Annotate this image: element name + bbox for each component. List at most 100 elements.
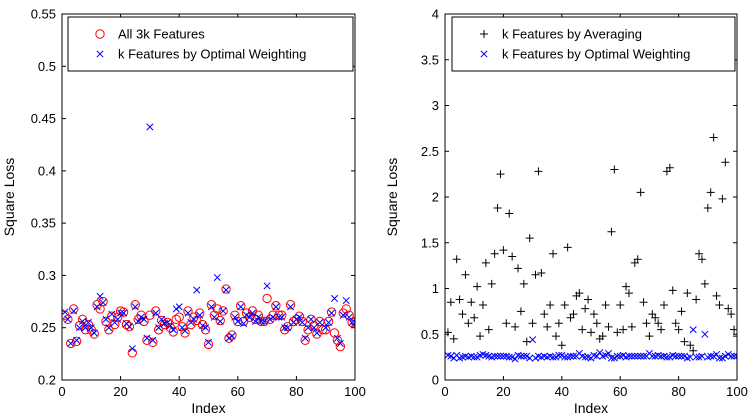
data-point: [89, 329, 99, 339]
data-point: [709, 133, 718, 142]
legend-marker: [480, 30, 488, 38]
data-point: [183, 306, 193, 316]
data-point: [598, 332, 607, 341]
data-point: [561, 353, 569, 361]
data-point: [546, 300, 555, 309]
data-point: [511, 355, 519, 363]
y-tick-label: 0: [432, 373, 439, 388]
data-point: [657, 325, 666, 334]
data-point: [622, 282, 631, 291]
data-point: [616, 300, 625, 309]
data-point: [272, 303, 280, 311]
y-tick-label: 0.45: [31, 111, 56, 126]
y-tick-label: 0.55: [31, 7, 56, 22]
data-point: [467, 298, 476, 307]
data-point: [686, 353, 694, 361]
data-point: [73, 336, 81, 344]
y-tick-label: 1: [432, 281, 439, 296]
y-axis-label: Square Loss: [1, 158, 17, 237]
y-tick-label: 0.2: [38, 373, 56, 388]
data-point: [549, 249, 558, 258]
data-point: [517, 352, 525, 360]
data-point: [526, 354, 534, 362]
data-point: [446, 298, 455, 307]
data-point: [215, 315, 225, 326]
series-2: [62, 62, 355, 353]
data-point: [137, 313, 145, 321]
data-point: [551, 332, 560, 341]
data-point: [112, 312, 123, 322]
y-axis-label: Square Loss: [384, 158, 400, 237]
data-point: [520, 352, 528, 360]
data-point: [665, 163, 674, 172]
data-point: [713, 350, 721, 358]
data-point: [243, 311, 251, 319]
legend-label: k Features by Averaging: [502, 27, 642, 42]
data-point: [581, 304, 590, 313]
data-point: [180, 328, 190, 338]
data-point: [70, 307, 78, 315]
data-point: [291, 314, 302, 325]
data-point: [69, 304, 79, 314]
data-point: [216, 317, 224, 325]
y-tick-label: 0.5: [421, 327, 439, 342]
data-point: [671, 319, 680, 328]
data-point: [277, 310, 287, 320]
data-point: [228, 332, 236, 340]
data-point: [143, 334, 151, 342]
y-tick-label: 1.5: [421, 235, 439, 250]
data-point: [686, 341, 695, 350]
data-point: [727, 310, 736, 319]
data-point: [499, 246, 508, 255]
series-1: [445, 133, 737, 355]
data-point: [555, 351, 563, 359]
data-point: [166, 322, 174, 330]
data-point: [628, 352, 636, 360]
data-point: [203, 339, 214, 350]
data-point: [505, 353, 513, 361]
data-point: [332, 335, 343, 345]
data-point: [121, 319, 132, 330]
data-point: [712, 291, 721, 300]
data-point: [292, 315, 300, 323]
data-point: [640, 352, 648, 360]
data-point: [351, 318, 355, 327]
legend-marker: [480, 50, 488, 58]
data-point: [64, 315, 72, 323]
data-point: [633, 255, 642, 264]
data-point: [692, 353, 700, 361]
axes-frame: [61, 13, 356, 381]
data-point: [569, 352, 578, 360]
x-tick-label: 0: [58, 384, 65, 399]
data-point: [631, 352, 639, 360]
data-point: [663, 353, 671, 361]
data-point: [636, 188, 645, 197]
data-point: [107, 311, 117, 321]
y-tick-label: 2.5: [421, 144, 439, 159]
data-point: [567, 352, 575, 360]
data-point: [342, 296, 350, 305]
y-tick-label: 2: [432, 190, 439, 205]
data-point: [90, 329, 98, 337]
data-point: [700, 279, 709, 288]
data-point: [452, 255, 461, 264]
data-point: [637, 352, 645, 360]
data-point: [206, 300, 217, 310]
data-point: [139, 316, 149, 327]
data-point: [193, 286, 201, 294]
data-point: [604, 349, 613, 358]
data-point: [727, 352, 735, 360]
data-point: [119, 309, 128, 317]
data-point: [254, 313, 262, 321]
data-point: [596, 348, 604, 357]
series-2: [445, 326, 737, 363]
data-point: [251, 317, 259, 325]
data-point: [339, 311, 347, 319]
data-point: [326, 307, 337, 317]
data-point: [263, 282, 271, 290]
x-tick-label: 60: [613, 384, 627, 399]
data-point: [522, 337, 531, 346]
data-point: [295, 313, 303, 321]
data-point: [125, 323, 133, 331]
data-point: [286, 303, 295, 311]
